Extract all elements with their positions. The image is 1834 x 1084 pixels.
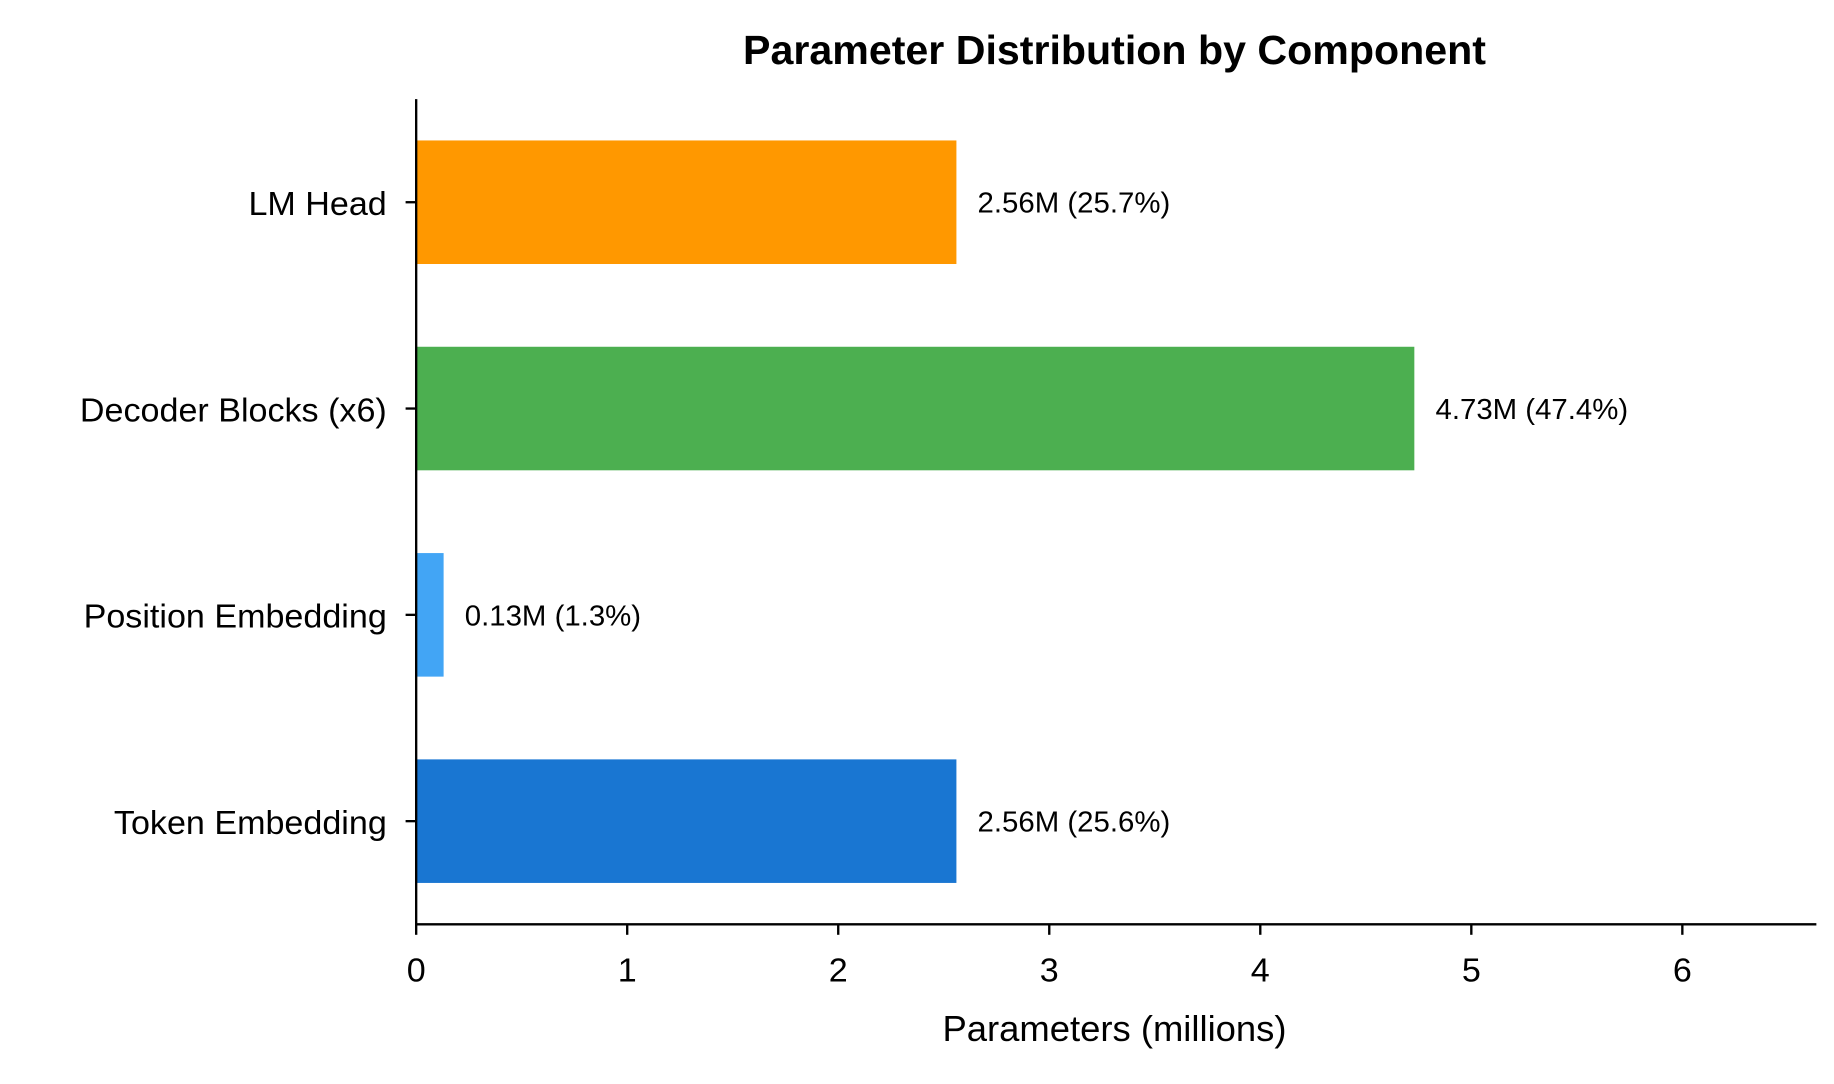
x-tick-label-3: 3 [1040, 952, 1059, 990]
x-tick-label-0: 0 [407, 952, 426, 990]
bar-1 [416, 553, 444, 677]
y-tick-label-3: LM Head [248, 185, 386, 223]
x-tick-label-6: 6 [1673, 952, 1692, 990]
data-label-1: 0.13M (1.3%) [465, 600, 641, 632]
x-tick-label-5: 5 [1462, 952, 1481, 990]
x-tick-label-2: 2 [829, 952, 848, 990]
bar-2 [416, 346, 1415, 471]
y-tick-label-2: Decoder Blocks (x6) [80, 391, 387, 429]
data-label-2: 4.73M (47.4%) [1435, 394, 1628, 426]
chart-title: Parameter Distribution by Component [743, 27, 1486, 73]
x-tick-label-4: 4 [1251, 952, 1270, 990]
y-tick-label-1: Position Embedding [84, 598, 387, 636]
data-label-0: 2.56M (25.6%) [978, 807, 1171, 839]
x-tick-label-1: 1 [618, 952, 637, 990]
bar-0 [416, 759, 957, 883]
x-axis-label: Parameters (millions) [942, 1008, 1286, 1049]
data-label-3: 2.56M (25.7%) [978, 188, 1171, 220]
bar-3 [416, 140, 957, 265]
y-tick-label-0: Token Embedding [114, 804, 387, 842]
